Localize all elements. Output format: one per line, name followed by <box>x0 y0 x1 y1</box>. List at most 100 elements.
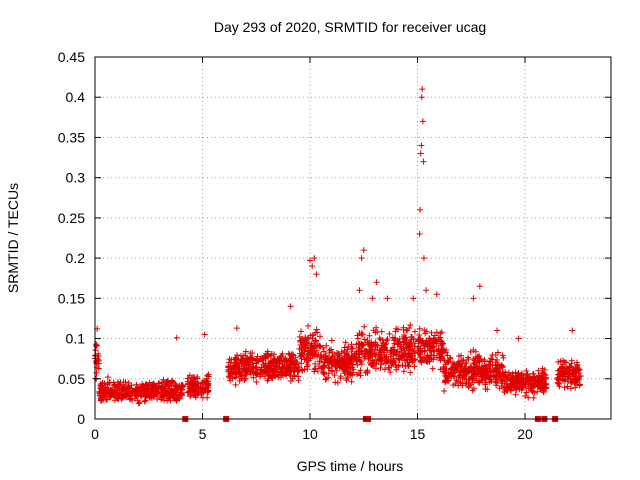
data-point <box>279 361 286 368</box>
data-point <box>536 373 543 380</box>
data-point <box>111 392 118 399</box>
data-point <box>323 342 330 349</box>
data-point <box>190 374 197 381</box>
data-point <box>295 377 302 384</box>
data-point <box>264 352 271 359</box>
data-point <box>481 372 488 379</box>
data-point <box>329 349 336 356</box>
data-point <box>318 364 325 371</box>
data-point <box>360 247 367 254</box>
data-point <box>242 348 249 355</box>
data-point <box>298 328 305 335</box>
data-point <box>289 351 296 358</box>
data-point <box>467 348 474 355</box>
data-point <box>576 382 583 389</box>
data-point <box>278 352 285 359</box>
data-point <box>187 393 194 400</box>
data-point <box>205 373 212 380</box>
data-point <box>407 369 414 376</box>
data-point <box>305 350 312 357</box>
data-point <box>187 378 194 385</box>
data-point <box>467 364 474 371</box>
data-point <box>205 388 212 395</box>
data-point <box>126 393 133 400</box>
data-point <box>458 352 465 359</box>
data-point <box>371 358 378 365</box>
data-point <box>143 390 150 397</box>
data-point <box>486 358 493 365</box>
data-point <box>154 396 161 403</box>
data-point <box>204 394 211 401</box>
data-point <box>400 368 407 375</box>
data-point <box>338 348 345 355</box>
data-point <box>225 364 232 371</box>
data-point <box>327 357 334 364</box>
data-point <box>344 358 351 365</box>
data-point <box>146 394 153 401</box>
data-point <box>367 359 374 366</box>
data-point <box>476 283 483 290</box>
data-point <box>388 362 395 369</box>
data-point <box>233 363 240 370</box>
data-point <box>519 384 526 391</box>
data-point <box>417 348 424 355</box>
data-point <box>446 354 453 361</box>
x-tick-label: 5 <box>199 426 207 442</box>
data-point <box>534 388 541 395</box>
data-point <box>337 375 344 382</box>
data-point <box>476 358 483 365</box>
data-point <box>441 388 448 395</box>
data-point <box>268 350 275 357</box>
data-point <box>119 394 126 401</box>
data-point <box>398 346 405 353</box>
data-point <box>566 362 573 369</box>
data-point <box>226 356 233 363</box>
data-point <box>173 334 180 341</box>
data-point <box>568 357 575 364</box>
data-point <box>287 303 294 310</box>
data-point <box>420 158 427 165</box>
data-point <box>194 375 201 382</box>
data-point <box>575 376 582 383</box>
data-point <box>285 350 292 357</box>
data-point <box>505 369 512 376</box>
data-point <box>416 325 423 332</box>
data-point <box>233 325 240 332</box>
data-point <box>289 356 296 363</box>
y-tick-label: 0.25 <box>58 210 85 226</box>
data-point <box>349 372 356 379</box>
data-point <box>269 367 276 374</box>
data-point <box>470 295 477 302</box>
data-point <box>440 365 447 372</box>
data-point <box>97 395 104 402</box>
data-point <box>382 356 389 363</box>
data-point <box>406 325 413 332</box>
data-point <box>178 381 185 388</box>
data-point <box>494 368 501 375</box>
data-point <box>345 343 352 350</box>
data-point <box>349 354 356 361</box>
data-point <box>387 353 394 360</box>
data-point <box>459 357 466 364</box>
data-point <box>110 379 117 386</box>
data-point <box>516 386 523 393</box>
data-point <box>373 279 380 286</box>
y-tick-label: 0.2 <box>66 250 86 266</box>
data-point <box>296 345 303 352</box>
data-point <box>423 287 430 294</box>
data-point <box>325 364 332 371</box>
data-point <box>465 384 472 391</box>
data-point <box>563 359 570 366</box>
data-point <box>120 378 127 385</box>
data-point <box>331 372 338 379</box>
data-point <box>343 376 350 383</box>
data-point <box>519 377 526 384</box>
data-point <box>257 373 264 380</box>
data-point <box>250 369 257 376</box>
data-point <box>307 342 314 349</box>
data-point <box>348 378 355 385</box>
data-point <box>274 355 281 362</box>
data-point <box>473 362 480 369</box>
data-point <box>226 373 233 380</box>
data-point <box>542 374 549 381</box>
